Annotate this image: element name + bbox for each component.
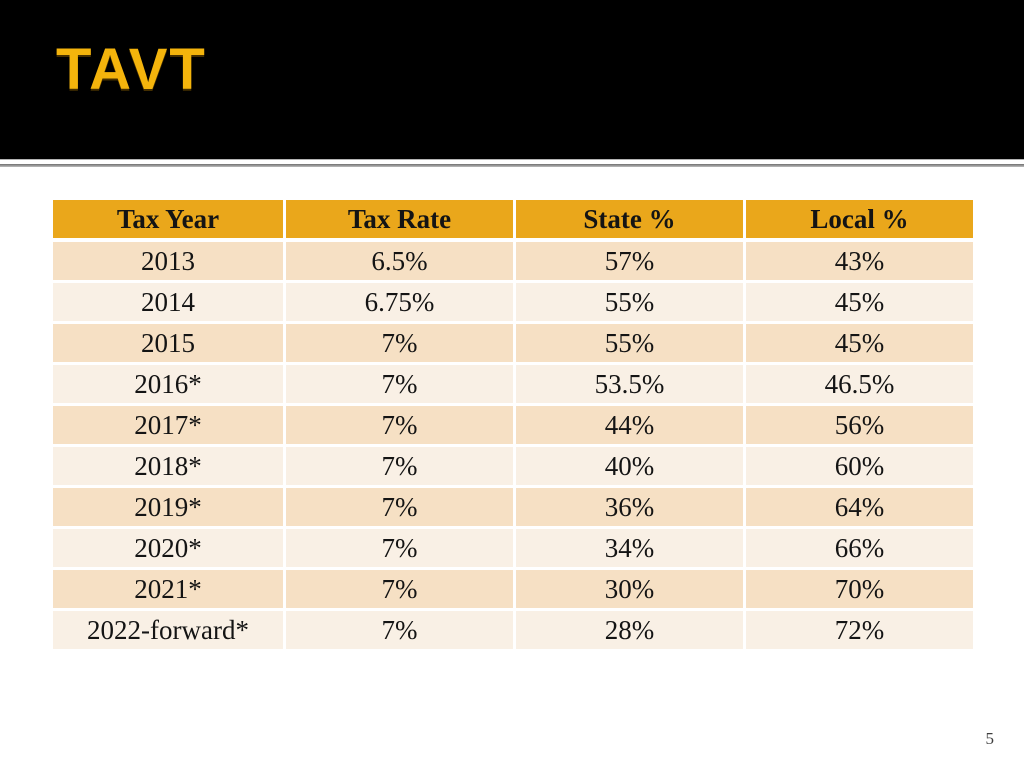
table-row: 2021* 7% 30% 70% — [53, 570, 973, 611]
table-cell: 6.75% — [283, 283, 513, 324]
table-row: 2020* 7% 34% 66% — [53, 529, 973, 570]
table-cell: 2019* — [53, 488, 283, 529]
table-header-row: Tax Year Tax Rate State % Local % — [53, 200, 973, 242]
table-cell: 55% — [513, 324, 743, 365]
table-row: 2016* 7% 53.5% 46.5% — [53, 365, 973, 406]
table-cell: 57% — [513, 242, 743, 283]
table-row: 2019* 7% 36% 64% — [53, 488, 973, 529]
table-cell: 36% — [513, 488, 743, 529]
table-cell: 55% — [513, 283, 743, 324]
header-tax-rate: Tax Rate — [283, 200, 513, 242]
table-cell: 2021* — [53, 570, 283, 611]
table-cell: 45% — [743, 283, 973, 324]
table-row: 2015 7% 55% 45% — [53, 324, 973, 365]
table-cell: 2013 — [53, 242, 283, 283]
tavt-table: Tax Year Tax Rate State % Local % 2013 6.… — [53, 200, 973, 652]
table-cell: 53.5% — [513, 365, 743, 406]
table-cell: 28% — [513, 611, 743, 652]
table-cell: 7% — [283, 570, 513, 611]
table-row: 2014 6.75% 55% 45% — [53, 283, 973, 324]
table-cell: 2014 — [53, 283, 283, 324]
table-cell: 40% — [513, 447, 743, 488]
table-cell: 2022-forward* — [53, 611, 283, 652]
table-cell: 64% — [743, 488, 973, 529]
table-row: 2013 6.5% 57% 43% — [53, 242, 973, 283]
table-cell: 7% — [283, 488, 513, 529]
table-cell: 72% — [743, 611, 973, 652]
table-cell: 44% — [513, 406, 743, 447]
table-cell: 43% — [743, 242, 973, 283]
page-number: 5 — [985, 729, 995, 748]
table-cell: 45% — [743, 324, 973, 365]
table-row: 2017* 7% 44% 56% — [53, 406, 973, 447]
header-state-pct: State % — [513, 200, 743, 242]
table-cell: 30% — [513, 570, 743, 611]
table-cell: 2018* — [53, 447, 283, 488]
table-cell: 7% — [283, 365, 513, 406]
table-cell: 2015 — [53, 324, 283, 365]
table-cell: 2016* — [53, 365, 283, 406]
table-cell: 2017* — [53, 406, 283, 447]
table-cell: 7% — [283, 611, 513, 652]
table-row: 2018* 7% 40% 60% — [53, 447, 973, 488]
table-row: 2022-forward* 7% 28% 72% — [53, 611, 973, 652]
table-cell: 46.5% — [743, 365, 973, 406]
table-cell: 60% — [743, 447, 973, 488]
table-cell: 7% — [283, 529, 513, 570]
table-cell: 7% — [283, 447, 513, 488]
table-cell: 70% — [743, 570, 973, 611]
table-cell: 6.5% — [283, 242, 513, 283]
table-cell: 66% — [743, 529, 973, 570]
table-cell: 7% — [283, 324, 513, 365]
table-cell: 7% — [283, 406, 513, 447]
header-tax-year: Tax Year — [53, 200, 283, 242]
table-cell: 34% — [513, 529, 743, 570]
table-cell: 2020* — [53, 529, 283, 570]
table-cell: 56% — [743, 406, 973, 447]
title-band: TAVT — [0, 0, 1024, 160]
divider-line — [0, 164, 1024, 167]
header-local-pct: Local % — [743, 200, 973, 242]
slide-title: TAVT — [56, 37, 207, 102]
